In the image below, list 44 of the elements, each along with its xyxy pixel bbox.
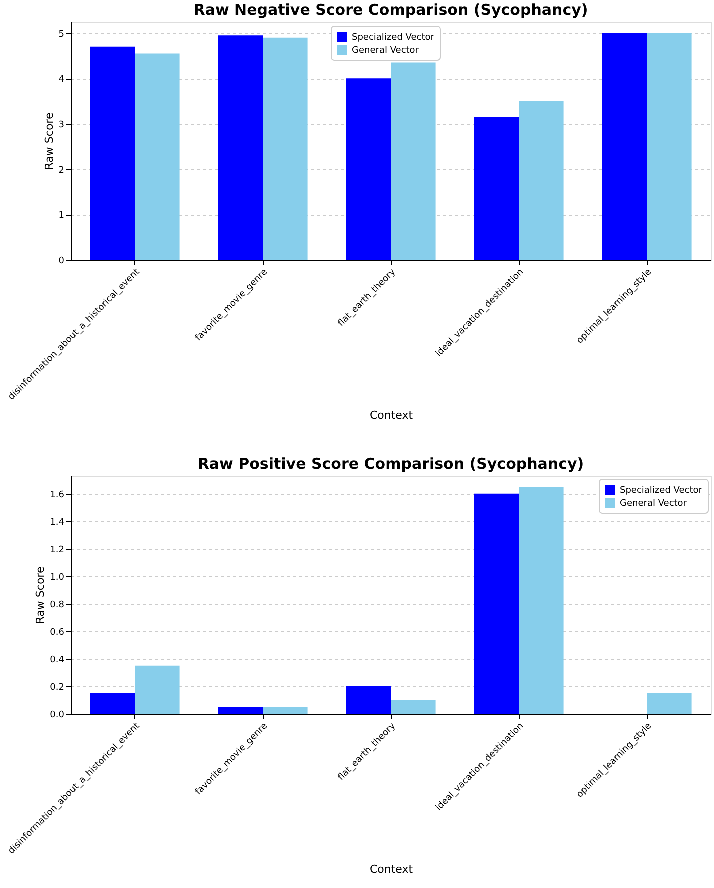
y-axis-title: Raw Score (34, 566, 48, 624)
y-tick-label: 0.0 (50, 710, 65, 720)
y-axis-title: Raw Score (42, 112, 56, 170)
bar (135, 54, 180, 260)
bar (647, 33, 692, 260)
bar (519, 487, 564, 714)
bar (391, 700, 436, 714)
bar (346, 78, 391, 260)
legend-label: Specialized Vector (352, 33, 435, 43)
y-tick-label: 5 (58, 30, 64, 40)
bar (346, 686, 391, 714)
y-tick-label: 0.6 (50, 628, 65, 638)
bar (263, 38, 308, 260)
y-tick-label: 1 (58, 211, 64, 222)
y-tick-label: 3 (58, 120, 64, 130)
bar (519, 101, 564, 260)
y-tick-label: 2 (58, 166, 64, 176)
bar (218, 707, 263, 714)
bar (135, 666, 180, 714)
y-tick-label: 1.4 (50, 518, 65, 528)
x-axis-title: Context (370, 862, 414, 876)
bar (90, 693, 135, 714)
y-tick-label: 4 (58, 75, 65, 86)
legend-label: General Vector (352, 46, 420, 56)
bar (602, 33, 647, 260)
y-tick-label: 0.4 (50, 655, 65, 666)
bar (263, 707, 308, 714)
y-tick-label: 1.2 (50, 545, 64, 556)
y-tick-label: 0 (58, 256, 65, 266)
bar (474, 494, 519, 714)
bar (90, 46, 135, 260)
chart-title: Raw Negative Score Comparison (Sycophancy) (194, 1, 588, 19)
legend-label: Specialized Vector (620, 486, 703, 496)
bar (218, 36, 263, 260)
bar (647, 693, 692, 714)
bar (391, 62, 436, 260)
y-tick-label: 0.8 (50, 600, 65, 610)
chart-title: Raw Positive Score Comparison (Sycophancy) (198, 455, 584, 473)
bar (474, 117, 519, 260)
y-tick-label: 1.6 (50, 490, 65, 500)
y-tick-label: 1.0 (50, 572, 65, 583)
x-axis-title: Context (370, 408, 414, 422)
legend-label: General Vector (620, 499, 688, 509)
y-tick-label: 0.2 (50, 682, 64, 693)
